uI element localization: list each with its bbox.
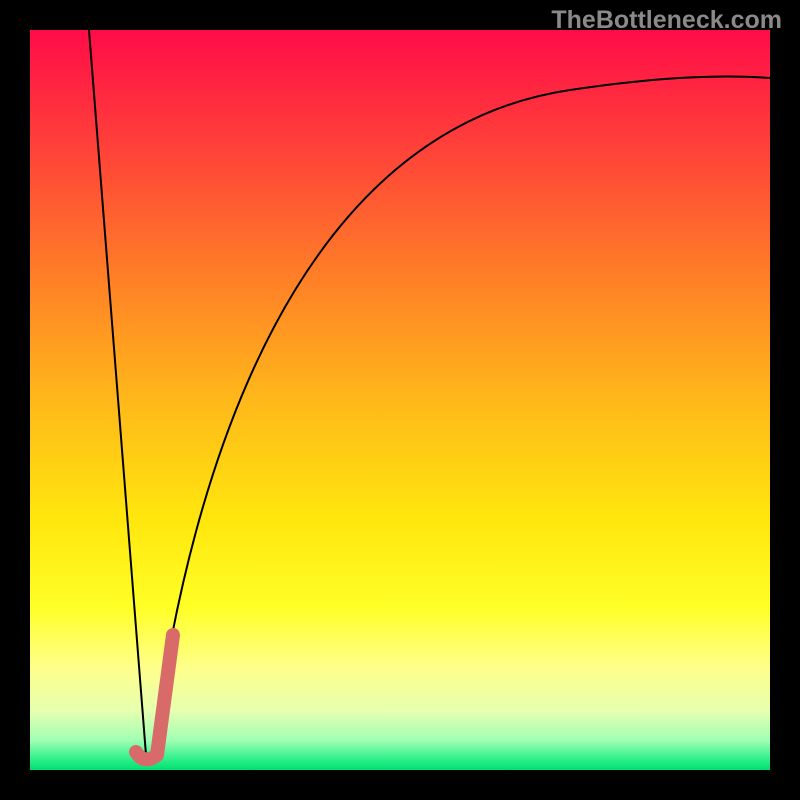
watermark-text: TheBottleneck.com	[551, 6, 782, 35]
right-asymptotic-curve	[153, 76, 770, 755]
chart-container: TheBottleneck.com	[0, 0, 800, 800]
plot-area	[30, 30, 770, 770]
left-descending-line	[89, 30, 146, 755]
curve-layer	[30, 30, 770, 770]
